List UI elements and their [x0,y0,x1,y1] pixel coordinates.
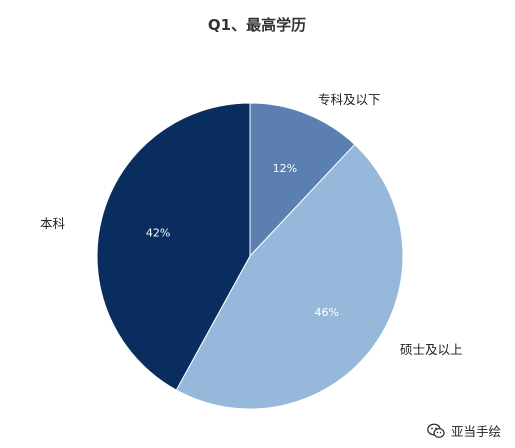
wechat-icon [427,423,445,438]
pie-category-label: 硕士及以上 [400,342,463,357]
pie-category-label: 专科及以下 [318,92,381,107]
watermark: 亚当手绘 [427,421,501,440]
chart-title: Q1、最高学历 [208,16,306,34]
pie-value-label: 46% [314,306,338,319]
pie-slice-1 [249,102,356,258]
watermark-text: 亚当手绘 [450,424,501,439]
pie-category-label: 本科 [40,216,66,231]
pie-value-label: 42% [146,226,170,239]
pie-slices [96,102,404,410]
pie-slice-2 [175,143,404,410]
pie-slice-3 [96,102,251,391]
pie-value-label: 12% [273,162,297,175]
pie-value-labels: 12% 46% 42% [146,162,339,319]
